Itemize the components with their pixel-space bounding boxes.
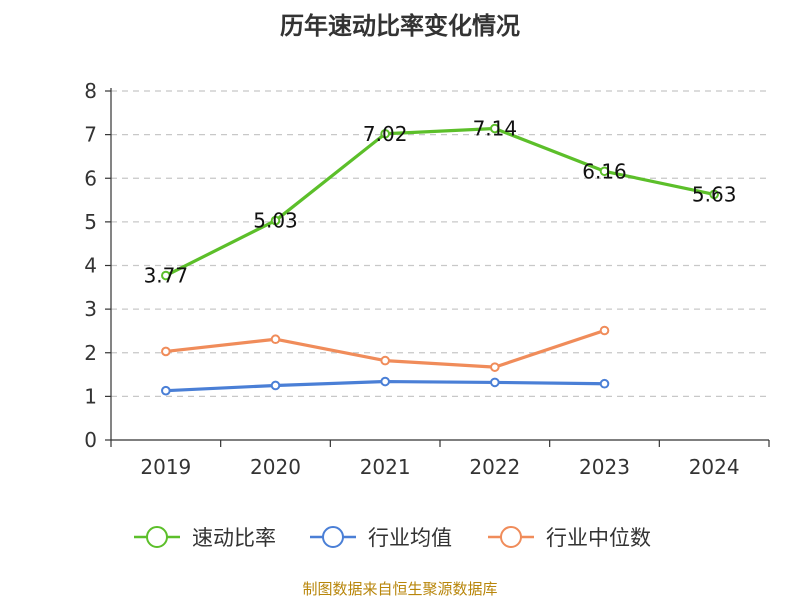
data-point (380, 355, 390, 366)
data-point (270, 334, 281, 345)
data-point (490, 123, 500, 134)
data-label: 7.14 (473, 117, 518, 141)
x-tick-label: 2022 (469, 455, 520, 479)
legend-label: 速动比率 (192, 526, 276, 550)
data-label: 3.77 (144, 264, 189, 288)
legend-marker (146, 526, 168, 548)
data-point (380, 376, 390, 387)
data-point (599, 325, 610, 336)
y-tick-label: 8 (84, 79, 97, 103)
data-point (161, 270, 171, 281)
legend-label: 行业中位数 (546, 526, 651, 550)
x-tick-label: 2023 (579, 455, 630, 479)
data-point (490, 362, 500, 372)
y-tick-label: 7 (84, 123, 97, 147)
y-tick-label: 4 (84, 254, 97, 278)
series-lines (161, 123, 719, 396)
data-point (599, 166, 610, 177)
y-tick-label: 2 (84, 341, 97, 365)
y-tick-label: 0 (84, 428, 97, 452)
y-tick-label: 3 (84, 297, 97, 321)
data-point (490, 377, 500, 388)
chart-title: 历年速动比率变化情况 (280, 12, 520, 40)
data-label: 5.03 (253, 209, 298, 233)
y-tick-label: 1 (84, 384, 97, 408)
x-tick-label: 2021 (360, 455, 411, 479)
legend-label: 行业均值 (368, 526, 452, 550)
data-label: 5.63 (692, 182, 737, 206)
data-point (161, 346, 171, 357)
data-labels: 3.77 5.03 7.02 7.14 6.16 5.63 (144, 117, 737, 288)
y-tick-label: 5 (84, 210, 97, 234)
data-point (599, 378, 610, 389)
data-point (161, 385, 171, 396)
source-note: 制图数据来自恒生聚源数据库 (302, 580, 498, 598)
data-point (380, 128, 390, 139)
axes: 0 1 2 3 4 5 6 7 8 2019 2020 2021 2022 2023 2024 (84, 79, 770, 479)
legend-marker (500, 526, 522, 548)
data-point (270, 380, 281, 391)
data-label: 6.16 (582, 159, 627, 183)
gridlines (111, 90, 769, 397)
x-tick-label: 2024 (689, 455, 740, 479)
data-point (709, 189, 719, 200)
data-label: 7.02 (363, 122, 408, 146)
x-tick-label: 2019 (140, 455, 191, 479)
legend[interactable]: 速动比率 行业均值 行业中位数 (134, 526, 651, 550)
legend-marker (322, 526, 344, 548)
series-line-0 (165, 126, 715, 277)
x-tick-label: 2020 (250, 455, 301, 479)
data-point (270, 215, 281, 226)
y-tick-label: 6 (84, 166, 97, 190)
